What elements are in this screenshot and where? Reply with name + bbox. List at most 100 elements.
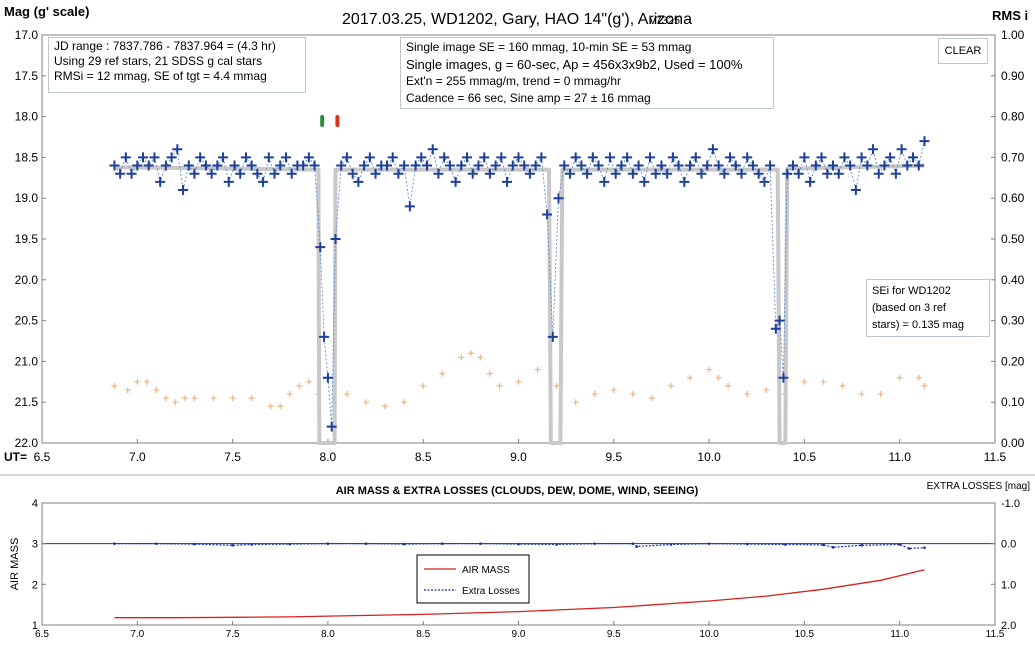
x-tick-label: 10.5 [793,450,817,464]
chart-title: 2017.03.25, WD1202, Gary, HAO 14"(g'), A… [342,11,692,28]
target-point [393,168,404,179]
rms-point [267,403,274,410]
target-point [496,152,507,163]
target-point [622,152,633,163]
target-point [633,160,644,171]
target-point [212,160,223,171]
target-point [673,160,684,171]
x-axis-title: UT= [4,450,27,464]
target-point [286,168,297,179]
target-point [235,168,246,179]
rms-point [921,382,928,389]
legend-box [416,554,530,604]
target-point [433,168,444,179]
target-point [753,168,764,179]
target-point [138,152,149,163]
rms-point [134,378,141,385]
rms-point [210,395,217,402]
target-point [330,234,341,244]
target-point [370,168,381,179]
y2-tick-label: 0.80 [1001,110,1025,124]
target-point [742,152,753,163]
target-point [359,160,370,171]
target-point [879,160,890,171]
target-point [530,160,541,171]
target-point [868,144,879,155]
y2-axis-title: RMS i [992,8,1028,23]
target-point [467,168,478,179]
extra-losses-point [669,543,673,546]
target-point [885,152,896,163]
target-point [627,168,638,179]
info-left-line-2: Using 29 ref stars, 21 SDSS g cal stars [54,54,263,68]
rms-point [715,374,722,381]
extra-losses-point [193,542,196,546]
rms-point [667,382,674,389]
target-point [404,201,415,212]
extra-losses-point [288,542,292,546]
rms-point [706,366,713,373]
target-point [218,152,229,163]
bottom-y2-axis-title: EXTRA LOSSES [mag] [927,481,1031,492]
x-tick-label: 11.5 [984,450,1007,464]
target-point [759,176,770,187]
rms-point [896,374,903,381]
model-line [114,163,925,445]
target-point [564,168,575,179]
target-point [315,242,326,253]
rms-point [648,395,655,402]
rms-point [858,391,865,398]
target-point [160,160,171,171]
bottom-y-tick-label: 3 [32,539,38,551]
target-point [593,160,604,171]
clear-button[interactable]: CLEAR [938,38,988,64]
target-point [713,160,724,171]
target-point [120,152,131,163]
bottom-x-tick-label: 8.5 [416,629,430,640]
info-center-line-4: Cadence = 66 sec, Sine amp = 27 ± 16 mma… [406,91,651,105]
target-point [206,168,217,179]
bottom-y-tick-label: 4 [32,498,38,510]
target-point [839,152,850,163]
extra-losses-point [155,542,158,545]
rms-point [591,391,598,398]
rms-point [401,399,408,406]
rms-point [515,378,522,385]
x-tick-label: 8.0 [320,450,337,464]
target-point [890,168,901,179]
target-point [422,160,433,171]
y-axis-title: Mag (g' scale) [4,4,89,19]
target-point [542,209,553,220]
target-point [309,160,320,171]
rms-point [153,386,160,393]
target-point [587,152,598,163]
extra-losses-point [898,543,901,546]
target-point [275,160,286,171]
extra-losses-point [907,547,911,550]
target-point [353,176,364,187]
y2-tick-label: 0.20 [1001,354,1025,368]
target-point [787,160,798,171]
extra-losses-point [555,543,558,546]
target-point [473,160,484,171]
y-tick-label: 20.5 [15,314,39,328]
x-tick-label: 7.0 [129,450,146,464]
target-point [799,152,810,163]
air-mass-line [114,569,925,619]
bottom-x-tick-label: 9.0 [512,629,526,640]
rms-point [915,374,922,381]
target-point [747,160,758,171]
y-tick-label: 19.0 [15,191,39,205]
y-tick-label: 20.0 [15,273,39,287]
y-tick-label: 19.5 [15,232,39,246]
rms-point [296,382,303,389]
rms-point [305,378,312,385]
target-point [444,160,455,171]
extra-losses-point [593,542,597,545]
rms-point [124,386,131,393]
target-point [685,160,696,171]
extra-losses-point [326,542,330,545]
info-center-line-2: Single images, g = 60-sec, Ap = 456x3x9b… [406,57,743,72]
rms-point [877,391,884,398]
target-point [707,144,718,155]
